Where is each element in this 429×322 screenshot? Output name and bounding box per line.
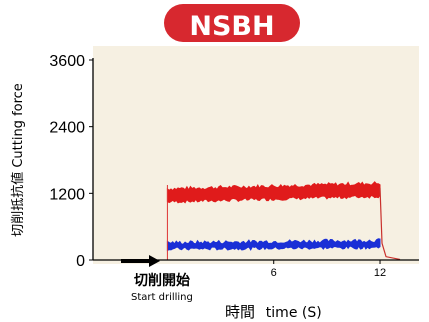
blue-force-band bbox=[166, 238, 381, 252]
y-tick-layer: 0 1200 2400 3600 bbox=[49, 53, 93, 270]
y-tick-label: 0 bbox=[76, 253, 85, 270]
x-tick-label: 6 bbox=[271, 267, 277, 279]
badge-pill bbox=[164, 4, 300, 42]
x-axis-label-jp: 時間 bbox=[225, 303, 255, 321]
plot-background bbox=[93, 46, 419, 264]
y-tick-label: 3600 bbox=[49, 53, 85, 70]
x-tick-layer: 6 12 bbox=[271, 260, 386, 279]
series-layer bbox=[166, 181, 401, 261]
start-drilling-label-jp: 切削開始 bbox=[134, 272, 190, 289]
x-axis-label: 時間 time (S) bbox=[225, 303, 322, 321]
x-tick-label: 12 bbox=[374, 267, 386, 279]
end-drop-trace bbox=[379, 187, 401, 261]
x-axis-label-en: time (S) bbox=[266, 305, 322, 321]
start-drilling-arrow-head bbox=[149, 255, 160, 267]
y-tick-label: 1200 bbox=[49, 186, 85, 203]
y-tick-label: 2400 bbox=[49, 120, 85, 137]
badge-label: NSBH bbox=[189, 11, 274, 42]
start-drilling-label-en: Start drilling bbox=[131, 292, 193, 303]
y-axis-label: 切削抵抗値 Cutting force bbox=[10, 83, 26, 237]
